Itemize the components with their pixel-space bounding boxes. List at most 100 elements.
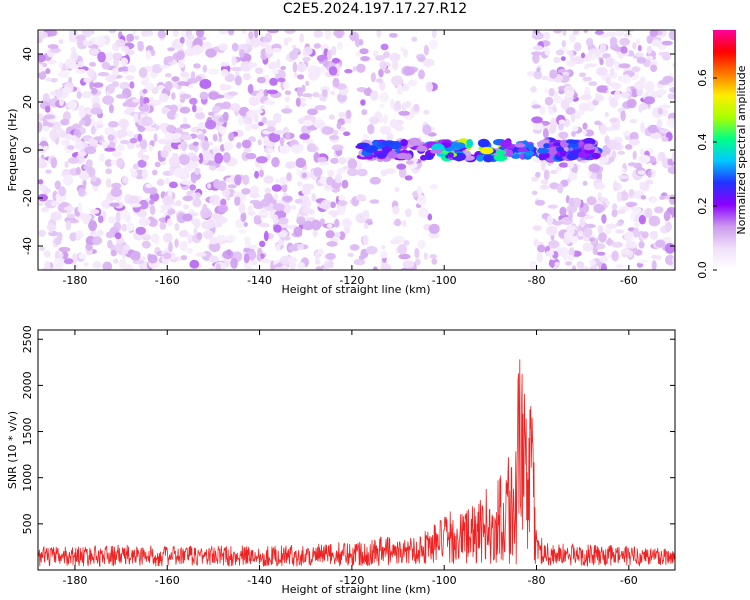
heatmap-cell (222, 111, 229, 121)
heatmap-cell (273, 193, 278, 200)
heatmap-cell (39, 184, 48, 192)
snr-series-line (38, 359, 675, 568)
heatmap-signal-cell (556, 146, 564, 152)
heatmap-cell (178, 154, 190, 166)
heatmap-cell (88, 220, 98, 232)
heatmap-signal-cell (357, 142, 370, 147)
heatmap-cell (651, 198, 656, 204)
heatmap-cell (667, 166, 675, 175)
heatmap-cell (595, 67, 608, 76)
heatmap-cell (553, 265, 558, 270)
heatmap-cell (414, 247, 420, 259)
colorbar-tick-label: 0.4 (696, 133, 709, 151)
heatmap-x-tick-label: -60 (620, 274, 638, 287)
heatmap-cell (157, 30, 166, 39)
heatmap-cell (172, 82, 179, 88)
heatmap-cell (394, 125, 404, 132)
heatmap-cell (156, 178, 165, 187)
heatmap-cell (217, 204, 229, 213)
heatmap-cell (177, 81, 190, 86)
heatmap-cell (222, 152, 231, 163)
heatmap-cell (271, 157, 280, 168)
heatmap-cell (172, 30, 179, 37)
heatmap-cell (138, 67, 148, 78)
heatmap-cell (75, 166, 81, 176)
heatmap-cell (253, 215, 261, 223)
heatmap-cell (171, 92, 176, 100)
heatmap-y-tick-label: 40 (21, 47, 34, 61)
heatmap-cell (111, 182, 122, 189)
heatmap-cell (182, 195, 194, 202)
heatmap-cell (325, 252, 336, 260)
heatmap-cell (58, 186, 67, 197)
heatmap-cell (217, 180, 227, 191)
heatmap-cell (202, 64, 207, 73)
heatmap-cell (573, 42, 582, 52)
heatmap-cell (119, 81, 130, 90)
heatmap-cell (394, 186, 400, 193)
heatmap-cell (42, 125, 50, 132)
heatmap-cell (334, 173, 342, 184)
heatmap-cell (141, 240, 151, 249)
heatmap-cell (85, 244, 93, 251)
heatmap-cell (403, 239, 410, 246)
heatmap-cell (63, 258, 74, 265)
heatmap-cell (177, 103, 183, 109)
heatmap-cell (332, 129, 339, 136)
heatmap-cell (624, 144, 633, 150)
heatmap-cell (627, 162, 637, 167)
heatmap-cell (582, 122, 588, 130)
heatmap-cell (638, 214, 647, 225)
heatmap-x-tick-label: -100 (432, 274, 457, 287)
heatmap-cell (349, 244, 360, 251)
heatmap-signal-cell (382, 147, 390, 155)
heatmap-cell (254, 170, 260, 179)
heatmap-cell (611, 241, 623, 248)
heatmap-cell (303, 46, 313, 56)
heatmap-cell (217, 236, 228, 242)
heatmap-cell (209, 165, 217, 171)
heatmap-cell (671, 256, 675, 264)
heatmap-cell (190, 156, 201, 162)
heatmap-cell (328, 114, 335, 120)
heatmap-cell (148, 218, 158, 227)
heatmap-cell (307, 108, 318, 116)
heatmap-cell (179, 36, 185, 44)
heatmap-cell (83, 77, 92, 83)
heatmap-cell (329, 135, 340, 140)
heatmap-cell (531, 176, 539, 182)
snr-x-ticks: -180 -160 -140 -120 -100 -80 -60 (62, 330, 638, 587)
heatmap-y-tick-label: -40 (21, 237, 34, 255)
heatmap-cell (70, 46, 77, 53)
heatmap-cell (263, 175, 275, 184)
heatmap-cell (296, 62, 307, 73)
heatmap-cell (650, 64, 658, 73)
heatmap-cell (565, 107, 576, 115)
heatmap-cell (668, 194, 675, 205)
heatmap-cell (164, 81, 173, 91)
heatmap-cell (61, 139, 70, 146)
heatmap-cell (589, 172, 599, 180)
heatmap-cell (649, 30, 659, 38)
heatmap-cell (614, 30, 625, 37)
heatmap-cell (531, 116, 543, 124)
heatmap-cell (595, 182, 606, 190)
heatmap-cell (336, 41, 343, 50)
heatmap-cell (532, 45, 544, 51)
snr-frame (37, 329, 676, 571)
heatmap-cell (97, 215, 104, 224)
heatmap-cell (559, 206, 567, 216)
heatmap-cell (149, 205, 156, 215)
heatmap-cell (78, 253, 86, 260)
heatmap-cell (243, 222, 248, 227)
heatmap-cell (218, 126, 227, 135)
heatmap-cell (428, 231, 440, 239)
heatmap-cell (38, 54, 46, 63)
heatmap-signal-cell (400, 139, 408, 147)
heatmap-cell (555, 166, 563, 172)
heatmap-cell (42, 93, 50, 102)
heatmap-cell (130, 203, 142, 208)
heatmap-cell (552, 220, 563, 226)
heatmap-cell (296, 169, 302, 176)
heatmap-cell (566, 60, 576, 67)
